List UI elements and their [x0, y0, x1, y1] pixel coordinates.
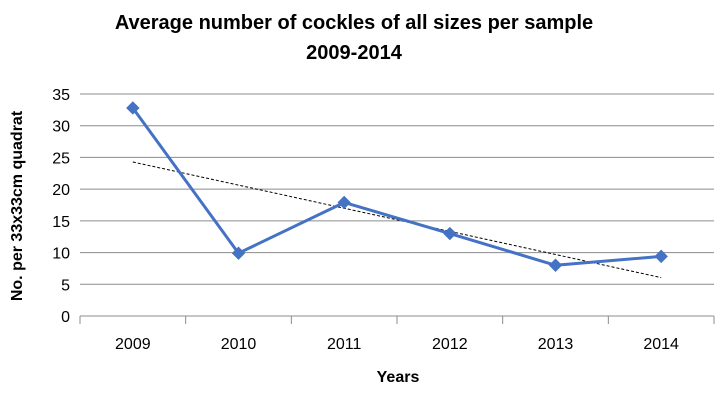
x-tick-label: 2012	[432, 336, 468, 353]
data-point-marker	[654, 249, 668, 264]
y-axis-title: No. per 33x33cm quadrat	[9, 110, 26, 301]
data-point-marker	[126, 101, 140, 115]
data-point-marker	[337, 195, 351, 210]
y-tick-labels: 0 5 10 15 20 25 30 35	[52, 87, 70, 326]
chart-title: Average number of cockles of all sizes p…	[115, 12, 593, 34]
x-tick-label: 2009	[115, 336, 151, 353]
x-tick-label: 2011	[327, 336, 362, 353]
data-point-marker	[443, 226, 457, 241]
y-tick-label: 0	[61, 309, 70, 326]
y-tick-label: 5	[61, 277, 70, 294]
gridlines	[80, 93, 714, 285]
chart-subtitle: 2009-2014	[306, 42, 403, 64]
x-axis-title: Years	[377, 369, 420, 386]
x-tick-label: 2013	[538, 336, 574, 353]
trendline	[132, 161, 662, 279]
data-point-marker	[548, 258, 563, 272]
x-tick-label: 2014	[643, 336, 679, 353]
y-tick-label: 10	[52, 246, 70, 263]
y-tick-label: 15	[52, 214, 70, 231]
axes	[79, 315, 715, 324]
series-layer	[126, 101, 668, 272]
trendline-layer	[132, 161, 662, 279]
y-tick-label: 30	[52, 119, 70, 136]
y-tick-label: 25	[52, 150, 70, 167]
x-tick-labels: 2009 2010 2011 2012 2013 2014	[115, 336, 679, 353]
series-line	[131, 107, 662, 267]
data-point-marker	[231, 246, 246, 260]
y-tick-label: 35	[52, 87, 70, 104]
x-tick-label: 2010	[221, 336, 257, 353]
y-tick-label: 20	[52, 182, 70, 199]
